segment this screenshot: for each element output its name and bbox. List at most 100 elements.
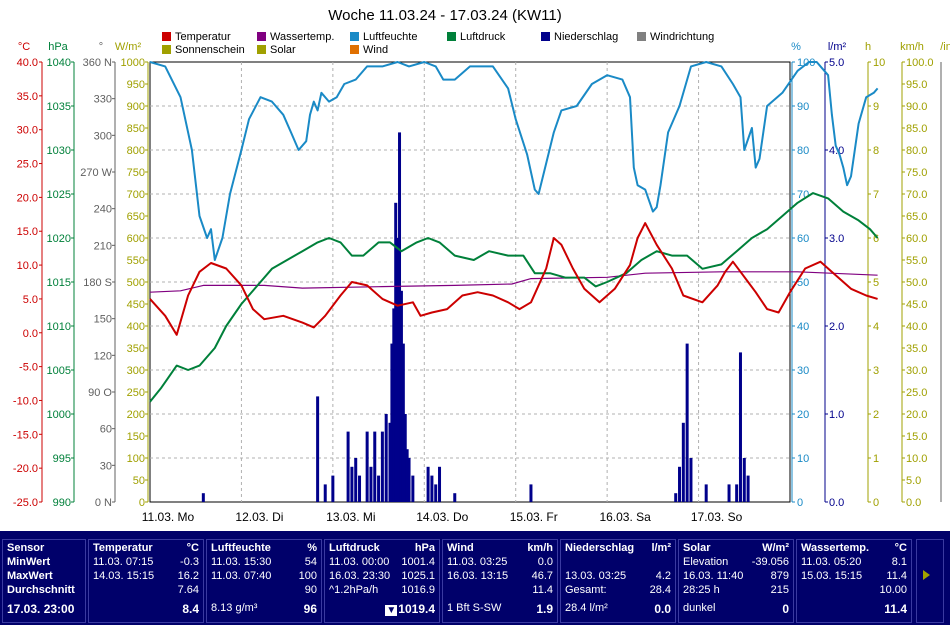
precipitation-bar xyxy=(323,484,327,502)
weather-chart: Woche 11.03.24 - 17.03.24 (KW11) Tempera… xyxy=(13,7,950,524)
axis-tick-label: 210 xyxy=(94,240,112,252)
wind-min-time: 11.03. 03:25 xyxy=(447,556,508,568)
precipitation-bar xyxy=(373,431,377,502)
trend-down-icon: ▼ xyxy=(385,605,398,616)
axis-tick-label: 120 xyxy=(94,350,112,362)
stats-humidity: Luftfeuchte% 11.03. 15:30 54 11.03. 07:40… xyxy=(206,539,322,623)
axis-tick-label: 990 xyxy=(53,497,71,509)
precipitation-bar xyxy=(346,431,350,502)
temp-min-value: -0.3 xyxy=(180,556,199,568)
humidity-min-time: 11.03. 15:30 xyxy=(211,556,272,568)
axis-tick-label: 1030 xyxy=(47,145,71,157)
axis-tick-label: 25.0 xyxy=(906,387,927,399)
precipitation-bar xyxy=(735,484,739,502)
axis-tick-label: 700 xyxy=(127,189,145,201)
precipitation-bar xyxy=(377,475,381,502)
panel-scrollbar[interactable] xyxy=(916,539,944,623)
axis-tick-label: 0.0 xyxy=(906,497,921,509)
axis-tick-label: 1010 xyxy=(47,321,71,333)
legend-swatch xyxy=(637,32,646,41)
axis-unit-label: % xyxy=(791,41,801,53)
chart-title: Woche 11.03.24 - 17.03.24 (KW11) xyxy=(328,7,561,24)
axis-tick-label: 5.0 xyxy=(829,57,844,69)
axis-tick-label: 800 xyxy=(127,145,145,157)
pressure-max-time: 16.03. 23:30 xyxy=(329,570,391,582)
axis-tick-label: 3 xyxy=(873,365,879,377)
stats-humidity-header: Luftfeuchte xyxy=(211,542,271,554)
axis-tick-label: 10 xyxy=(797,453,809,465)
axis-tick-label: 1025 xyxy=(47,189,71,201)
axis-tick-label: 30 xyxy=(100,460,112,472)
axis-tick-label: 0 xyxy=(139,497,145,509)
axis-tick-label: -5.0 xyxy=(19,362,38,374)
axis-tick-label: 60.0 xyxy=(906,233,927,245)
solar-max-value: 879 xyxy=(770,570,789,582)
pressure-average: 1016.9 xyxy=(401,584,435,596)
x-axis-labels: 11.03. Mo 12.03. Di 13.03. Mi 14.03. Do 15.0… xyxy=(142,510,743,524)
axis-tick-label: 10.0 xyxy=(906,453,927,465)
axis-tick-label: 450 xyxy=(127,299,145,311)
pressure-min-time: 11.03. 00:00 xyxy=(329,556,390,568)
precipitation-bar xyxy=(354,458,358,502)
precipitation-bar xyxy=(738,352,742,502)
precipitation-bar xyxy=(681,422,685,502)
axis-tick-label: 50 xyxy=(133,475,145,487)
stats-solar-unit: W/m² xyxy=(762,542,789,554)
legend-label: Solar xyxy=(270,44,296,56)
humidity-line xyxy=(149,61,879,261)
axis-tick-label: 900 xyxy=(127,101,145,113)
stats-temp-unit: °C xyxy=(186,542,199,554)
legend-swatch xyxy=(350,32,359,41)
axis-unit-label: ° xyxy=(99,41,103,53)
axis-tick-label: 150 xyxy=(127,431,145,443)
precipitation-bar xyxy=(704,484,708,502)
precipitation-bar xyxy=(434,484,438,502)
axis-tick-label: 100.0 xyxy=(906,57,934,69)
axis-tick-label: 950 xyxy=(127,79,145,91)
axis-tick-label: 50.0 xyxy=(906,277,927,289)
precipitation-bar xyxy=(358,475,362,502)
solar-elevation-value: -39.056 xyxy=(751,556,789,568)
axis-tick-label: 80 xyxy=(797,145,809,157)
axis-tick-label: 5.0 xyxy=(906,475,921,487)
axis-unit-label: km/h xyxy=(900,41,924,53)
chart-legend: Temperatur Wassertemp. Luftfeuchte Luftdruc… xyxy=(162,31,714,56)
legend-label: Windrichtung xyxy=(650,31,714,43)
axis-tick-label: 20.0 xyxy=(17,192,38,204)
axis-tick-label: 7 xyxy=(873,189,879,201)
axis-tick-label: 40 xyxy=(797,321,809,333)
axis-tick-label: 300 xyxy=(127,365,145,377)
pressure-max-value: 1025.1 xyxy=(401,570,435,582)
precipitation-bar xyxy=(380,431,384,502)
axis-tick-label: 360 N xyxy=(83,57,112,69)
wind-max-value: 46.7 xyxy=(531,570,553,582)
water-max-time: 15.03. 15:15 xyxy=(801,570,863,582)
pressure-line xyxy=(149,192,879,403)
axis-tick-label: 0 xyxy=(797,497,803,509)
precipitation-bar xyxy=(396,238,400,502)
stats-wind-unit: km/h xyxy=(527,542,553,554)
legend-swatch xyxy=(447,32,456,41)
wind-min-value: 0.0 xyxy=(537,556,553,568)
humidity-max-value: 100 xyxy=(298,570,317,582)
axis-tick-label: 4.0 xyxy=(829,145,844,157)
precipitation-bar xyxy=(727,484,731,502)
axis-tick-label: 10 xyxy=(873,57,885,69)
axis-tick-label: 750 xyxy=(127,167,145,179)
precipitation-bar xyxy=(384,414,388,502)
axis-tick-label: 50 xyxy=(797,277,809,289)
precipitation-bar xyxy=(401,343,405,502)
axis-tick-label: 10.0 xyxy=(17,260,38,272)
axis-tick-label: 1.0 xyxy=(829,409,844,421)
legend-label: Wind xyxy=(363,44,388,56)
stats-rain: Niederschlag l/m² 13.03. 03:25 4.2 Gesamt:… xyxy=(560,539,676,623)
axis-tick-label: 90.0 xyxy=(906,101,927,113)
axis-tick-label: 0.0 xyxy=(23,328,38,340)
water-max-value: 11.4 xyxy=(886,570,907,582)
axis-tick-label: 1035 xyxy=(47,101,71,113)
axis-unit-label: l/m² xyxy=(828,41,847,53)
stats-solar: Solar W/m² Elevation -39.056 16.03. 11:40 8… xyxy=(678,539,794,623)
axis-tick-label: 330 xyxy=(94,94,112,106)
axis-tick-label: 65.0 xyxy=(906,211,927,223)
axis-tick-label: 600 xyxy=(127,233,145,245)
